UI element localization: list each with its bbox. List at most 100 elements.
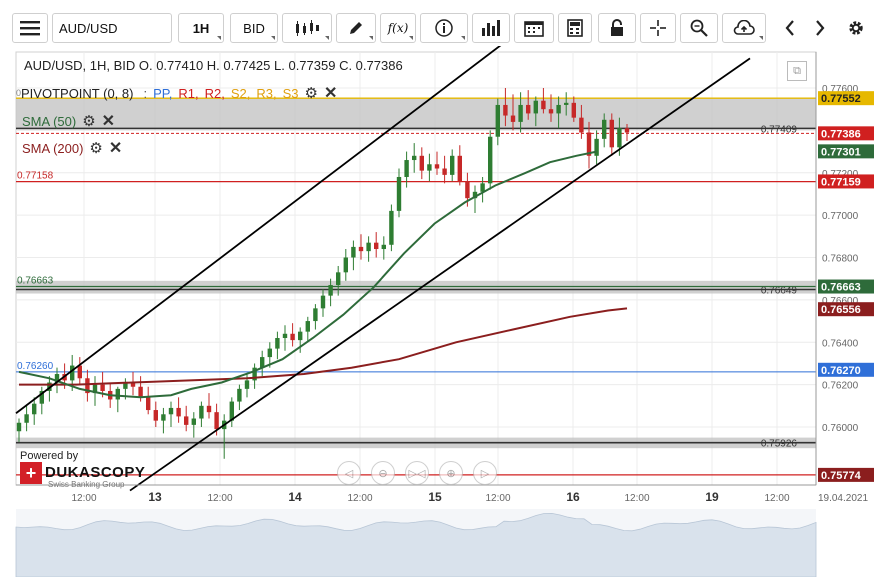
- scroll-left-button[interactable]: ◁: [337, 461, 361, 485]
- calculator-icon[interactable]: [558, 13, 592, 43]
- sma200-close-icon[interactable]: ✕: [108, 140, 123, 157]
- price-tag-label: 0.76663: [821, 282, 861, 294]
- candle-body: [541, 100, 546, 110]
- candle-body: [92, 384, 98, 394]
- price-tag-label: 0.77301: [821, 146, 861, 158]
- price-tag: 0.76556: [818, 302, 874, 317]
- candle-body: [556, 104, 561, 114]
- price-tag-label: 0.77159: [821, 176, 861, 188]
- candle-body: [123, 382, 128, 389]
- x-tick-label: 15: [428, 490, 442, 504]
- candle-body: [381, 244, 386, 250]
- sma200-label: SMA (200): [22, 140, 84, 156]
- candle-body: [320, 295, 326, 309]
- candle-body: [419, 155, 424, 171]
- sma200-settings-icon[interactable]: ⚙: [89, 140, 103, 157]
- pivot-level-r2: R2,: [204, 85, 225, 101]
- candle-body: [594, 138, 599, 156]
- function-label: f(x): [387, 21, 409, 35]
- expand-icon[interactable]: ⧉: [787, 61, 807, 81]
- resistance-label: 0.77409: [761, 124, 798, 135]
- sma50-settings-icon[interactable]: ⚙: [82, 113, 96, 130]
- candle-body: [450, 155, 455, 175]
- candle-body: [206, 405, 212, 413]
- symbol-label: AUD/USD: [59, 20, 118, 36]
- info-icon[interactable]: [420, 13, 468, 43]
- candle-body: [571, 102, 576, 118]
- pivot-settings-icon[interactable]: ⚙: [304, 85, 318, 102]
- calendar-icon[interactable]: [514, 13, 554, 43]
- price-tag-label: 0.77386: [821, 128, 861, 140]
- price-tag: 0.77159: [818, 174, 874, 189]
- chevron-right-icon[interactable]: [806, 13, 834, 43]
- function-icon[interactable]: f(x): [380, 13, 416, 43]
- bars-icon[interactable]: [472, 13, 510, 43]
- candles-icon[interactable]: [282, 13, 332, 43]
- symbol-select[interactable]: AUD/USD: [52, 13, 172, 43]
- candle-body: [442, 168, 447, 175]
- candle-body: [358, 246, 364, 252]
- sma50-close-icon[interactable]: ✕: [101, 113, 116, 130]
- candle-body: [579, 117, 584, 133]
- candle-body: [586, 132, 592, 156]
- candle-body: [85, 378, 90, 394]
- hamburger-icon[interactable]: [12, 13, 48, 43]
- candle-body: [199, 405, 204, 419]
- pencil-icon[interactable]: [336, 13, 376, 43]
- pivot-indicator: 0 PIVOTPOINT (0, 8) : PP, R1, R2, S2, R3, S3 …: [16, 83, 337, 103]
- level-label: 0.76260: [17, 361, 54, 372]
- channel-upper-line: [15, 46, 502, 414]
- x-tick-label: 19: [705, 490, 719, 504]
- candle-body: [503, 104, 508, 116]
- candle-body: [457, 155, 462, 182]
- cloud-upload-icon[interactable]: [722, 13, 766, 43]
- pivot-level-s2: S2,: [230, 85, 251, 101]
- candle-body: [602, 119, 607, 139]
- zoom-icon[interactable]: [680, 13, 718, 43]
- candle-body: [153, 410, 158, 421]
- sma200-indicator: SMA (200) ⚙ ✕: [22, 138, 122, 158]
- candle-body: [39, 390, 44, 404]
- candle-body: [351, 246, 356, 258]
- candle-body: [495, 104, 500, 137]
- price-tag: 0.77552: [818, 91, 874, 106]
- timeframe-label: 1H: [192, 20, 210, 36]
- candle-body: [290, 333, 295, 341]
- dukascopy-logo: Powered by + DUKASCOPY Swiss Banking Grou…: [20, 450, 146, 489]
- pivot-prefix: 0: [16, 88, 22, 98]
- candle-body: [267, 348, 272, 358]
- price-tag-box: [818, 279, 874, 294]
- candle-body: [24, 414, 29, 423]
- candle-body: [54, 374, 60, 383]
- zoom-out-button[interactable]: ⊖: [371, 461, 395, 485]
- zoom-in-button[interactable]: ⊕: [439, 461, 463, 485]
- pivot-close-icon[interactable]: ✕: [323, 85, 338, 102]
- candle-body: [146, 397, 151, 411]
- crosshair-icon[interactable]: [640, 13, 676, 43]
- candle-body: [260, 357, 265, 368]
- x-tick-label: 13: [148, 490, 162, 504]
- pivot-level-pp: PP,: [153, 85, 173, 101]
- candle-body: [412, 155, 417, 161]
- x-tick-label: 14: [288, 490, 302, 504]
- x-tick-label: 12:00: [624, 493, 649, 504]
- scroll-right-button[interactable]: ▷: [473, 461, 497, 485]
- candle-body: [533, 100, 538, 114]
- y-tick-label: 0.76400: [822, 338, 859, 349]
- candle-body: [275, 338, 280, 349]
- candle-body: [100, 384, 105, 391]
- gear-icon[interactable]: [842, 13, 870, 43]
- price-type-select[interactable]: BID: [230, 13, 278, 43]
- pivot-sep: :: [143, 85, 148, 101]
- reset-view-button[interactable]: ▷◁: [405, 461, 429, 485]
- candle-body: [191, 418, 196, 425]
- y-tick-label: 0.77600: [822, 84, 859, 95]
- timeframe-select[interactable]: 1H: [178, 13, 224, 43]
- candle-body: [138, 386, 143, 398]
- chevron-left-icon[interactable]: [776, 13, 804, 43]
- candle-body: [313, 308, 318, 322]
- level-label: 0.76663: [17, 276, 54, 287]
- lock-icon[interactable]: [598, 13, 636, 43]
- candle-body: [70, 365, 75, 381]
- price-chart[interactable]: 0.77409 0.76649 0.75926 0.77158 0.76663 0.762…: [0, 46, 886, 577]
